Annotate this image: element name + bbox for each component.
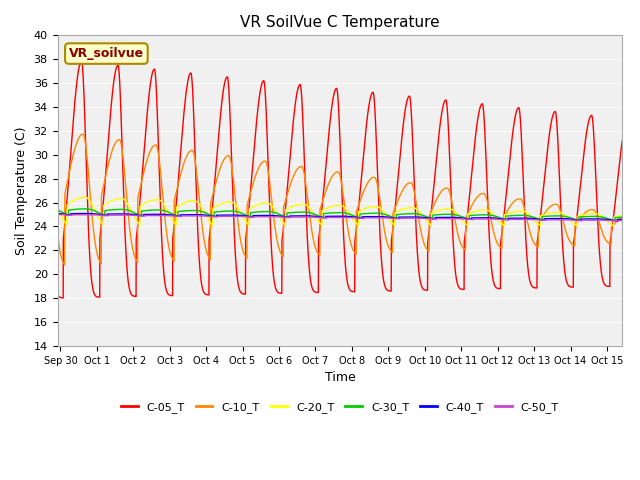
C-05_T: [618, 138, 626, 144]
C-10_T: [152, 142, 159, 148]
C-40_T: [270, 213, 278, 218]
X-axis label: Time: Time: [324, 371, 355, 384]
Line: C-10_T: C-10_T: [58, 134, 622, 265]
C-20_T: [271, 206, 278, 212]
C-40_T: [613, 218, 621, 224]
Title: VR SoilVue C Temperature: VR SoilVue C Temperature: [240, 15, 440, 30]
C-30_T: [611, 218, 619, 224]
C-50_T: [618, 217, 626, 223]
C-50_T: [607, 218, 615, 224]
C-10_T: [79, 132, 86, 137]
C-30_T: [118, 206, 126, 212]
C-05_T: [152, 77, 159, 83]
C-05_T: [118, 151, 126, 157]
C-10_T: [295, 165, 303, 170]
C-30_T: [152, 207, 159, 213]
C-20_T: [118, 196, 126, 202]
Line: C-40_T: C-40_T: [58, 214, 622, 221]
C-20_T: [607, 222, 615, 228]
C-50_T: [270, 214, 278, 220]
C-40_T: [607, 217, 615, 223]
C-50_T: [294, 214, 302, 220]
C-20_T: [295, 202, 303, 207]
C-40_T: [54, 211, 61, 216]
C-50_T: [54, 212, 61, 217]
C-40_T: [618, 216, 626, 222]
C-10_T: [547, 204, 554, 209]
C-20_T: [609, 223, 617, 228]
C-50_T: [118, 212, 126, 218]
C-05_T: [77, 59, 85, 64]
C-20_T: [618, 213, 626, 218]
C-30_T: [295, 209, 303, 215]
C-05_T: [271, 280, 278, 286]
C-10_T: [61, 262, 68, 268]
C-30_T: [607, 217, 615, 223]
C-40_T: [118, 211, 126, 217]
C-30_T: [271, 209, 278, 215]
Line: C-20_T: C-20_T: [58, 197, 622, 226]
C-05_T: [547, 122, 554, 128]
C-05_T: [60, 295, 67, 301]
C-20_T: [547, 210, 554, 216]
C-50_T: [152, 213, 159, 218]
Text: VR_soilvue: VR_soilvue: [69, 47, 144, 60]
C-40_T: [294, 213, 302, 219]
C-20_T: [152, 197, 159, 203]
C-10_T: [607, 224, 615, 230]
C-10_T: [118, 148, 126, 154]
C-50_T: [614, 218, 622, 224]
C-40_T: [152, 211, 159, 217]
C-20_T: [81, 194, 88, 200]
C-30_T: [54, 207, 61, 213]
C-05_T: [607, 230, 615, 236]
Line: C-05_T: C-05_T: [58, 61, 622, 298]
C-50_T: [547, 217, 554, 223]
C-10_T: [618, 214, 626, 220]
C-10_T: [54, 231, 61, 237]
Legend: C-05_T, C-10_T, C-20_T, C-30_T, C-40_T, C-50_T: C-05_T, C-10_T, C-20_T, C-30_T, C-40_T, …: [116, 398, 563, 418]
Line: C-30_T: C-30_T: [58, 209, 622, 221]
C-30_T: [547, 213, 554, 219]
C-10_T: [271, 221, 278, 227]
Y-axis label: Soil Temperature (C): Soil Temperature (C): [15, 126, 28, 255]
C-40_T: [547, 216, 554, 221]
C-05_T: [54, 291, 61, 297]
C-30_T: [618, 214, 626, 220]
C-30_T: [81, 206, 89, 212]
Line: C-50_T: C-50_T: [58, 215, 622, 221]
C-20_T: [54, 204, 61, 210]
C-05_T: [295, 83, 303, 89]
